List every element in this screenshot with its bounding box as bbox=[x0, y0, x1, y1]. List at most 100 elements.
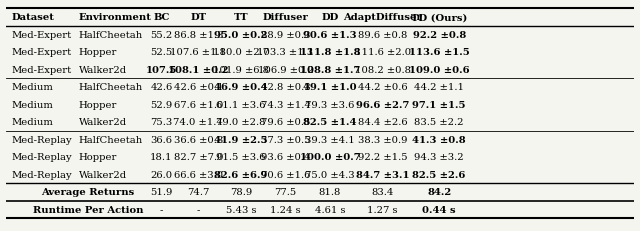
Text: DD: DD bbox=[321, 13, 339, 22]
Text: 42.6 ±0.1: 42.6 ±0.1 bbox=[173, 83, 223, 92]
Text: TD (Ours): TD (Ours) bbox=[411, 13, 467, 22]
Text: 83.5 ±2.2: 83.5 ±2.2 bbox=[415, 118, 464, 127]
Text: 42.8 ±0.3: 42.8 ±0.3 bbox=[260, 83, 310, 92]
Text: 111.6 ±2.0: 111.6 ±2.0 bbox=[355, 48, 411, 57]
Text: 103.3 ±1.3: 103.3 ±1.3 bbox=[257, 48, 314, 57]
Text: Hopper: Hopper bbox=[79, 153, 117, 162]
Text: 92.2 ±1.5: 92.2 ±1.5 bbox=[358, 153, 408, 162]
Text: DT: DT bbox=[190, 13, 206, 22]
Text: 113.6 ±1.5: 113.6 ±1.5 bbox=[409, 48, 470, 57]
Text: 82.6 ±6.9: 82.6 ±6.9 bbox=[214, 170, 268, 179]
Text: 52.9: 52.9 bbox=[150, 100, 172, 109]
Text: 82.5 ±2.6: 82.5 ±2.6 bbox=[413, 170, 466, 179]
Text: Dataset: Dataset bbox=[12, 13, 54, 22]
Text: HalfCheetah: HalfCheetah bbox=[79, 135, 143, 144]
Text: 81.8: 81.8 bbox=[319, 188, 341, 197]
Text: TT: TT bbox=[234, 13, 248, 22]
Text: AdaptDiffuser: AdaptDiffuser bbox=[343, 13, 422, 22]
Text: 74.7: 74.7 bbox=[187, 188, 209, 197]
Text: 82.7 ±7.0: 82.7 ±7.0 bbox=[173, 153, 223, 162]
Text: 1.27 s: 1.27 s bbox=[367, 205, 398, 214]
Text: 36.6 ±0.8: 36.6 ±0.8 bbox=[173, 135, 223, 144]
Text: 79.0 ±2.8: 79.0 ±2.8 bbox=[216, 118, 266, 127]
Text: Diffuser: Diffuser bbox=[262, 13, 308, 22]
Text: 44.2 ±1.1: 44.2 ±1.1 bbox=[414, 83, 464, 92]
Text: 93.6 ±0.4: 93.6 ±0.4 bbox=[260, 153, 310, 162]
Text: 18.1: 18.1 bbox=[150, 153, 173, 162]
Text: Walker2d: Walker2d bbox=[79, 170, 127, 179]
Text: 46.9 ±0.4: 46.9 ±0.4 bbox=[214, 83, 268, 92]
Text: 78.9: 78.9 bbox=[230, 188, 252, 197]
Text: 79.6 ±0.5: 79.6 ±0.5 bbox=[261, 118, 310, 127]
Text: 90.6 ±1.3: 90.6 ±1.3 bbox=[303, 31, 357, 40]
Text: 41.3 ±0.8: 41.3 ±0.8 bbox=[412, 135, 466, 144]
Text: -: - bbox=[196, 205, 200, 214]
Text: 52.5: 52.5 bbox=[150, 48, 172, 57]
Text: Environment: Environment bbox=[79, 13, 152, 22]
Text: 55.2: 55.2 bbox=[150, 31, 172, 40]
Text: 108.2 ±0.8: 108.2 ±0.8 bbox=[355, 66, 411, 75]
Text: Hopper: Hopper bbox=[79, 100, 117, 109]
Text: HalfCheetah: HalfCheetah bbox=[79, 83, 143, 92]
Text: Medium: Medium bbox=[12, 100, 53, 109]
Text: Walker2d: Walker2d bbox=[79, 118, 127, 127]
Text: 97.1 ±1.5: 97.1 ±1.5 bbox=[412, 100, 466, 109]
Text: 100.0 ±0.7: 100.0 ±0.7 bbox=[300, 153, 360, 162]
Text: 96.6 ±2.7: 96.6 ±2.7 bbox=[356, 100, 410, 109]
Text: 82.5 ±1.4: 82.5 ±1.4 bbox=[303, 118, 356, 127]
Text: Hopper: Hopper bbox=[79, 48, 117, 57]
Text: 41.9 ±2.5: 41.9 ±2.5 bbox=[214, 135, 268, 144]
Text: 89.6 ±0.8: 89.6 ±0.8 bbox=[358, 31, 408, 40]
Text: 111.8 ±1.8: 111.8 ±1.8 bbox=[300, 48, 360, 57]
Text: -: - bbox=[159, 205, 163, 214]
Text: Med-Expert: Med-Expert bbox=[12, 66, 72, 75]
Text: 91.5 ±3.6: 91.5 ±3.6 bbox=[216, 153, 266, 162]
Text: 110.0 ±2.7: 110.0 ±2.7 bbox=[213, 48, 269, 57]
Text: 75.3: 75.3 bbox=[150, 118, 172, 127]
Text: Medium: Medium bbox=[12, 118, 53, 127]
Text: 107.6 ±1.8: 107.6 ±1.8 bbox=[170, 48, 227, 57]
Text: 42.6: 42.6 bbox=[150, 83, 172, 92]
Text: 0.44 s: 0.44 s bbox=[422, 205, 456, 214]
Text: 88.9 ±0.3: 88.9 ±0.3 bbox=[260, 31, 310, 40]
Text: Runtime Per Action: Runtime Per Action bbox=[33, 205, 143, 214]
Text: Med-Replay: Med-Replay bbox=[12, 153, 72, 162]
Text: 51.9: 51.9 bbox=[150, 188, 173, 197]
Text: 92.2 ±0.8: 92.2 ±0.8 bbox=[413, 31, 466, 40]
Text: 83.4: 83.4 bbox=[372, 188, 394, 197]
Text: 94.3 ±3.2: 94.3 ±3.2 bbox=[414, 153, 464, 162]
Text: 4.61 s: 4.61 s bbox=[315, 205, 346, 214]
Text: Medium: Medium bbox=[12, 83, 53, 92]
Text: 108.8 ±1.7: 108.8 ±1.7 bbox=[300, 66, 360, 75]
Text: Average Returns: Average Returns bbox=[42, 188, 134, 197]
Text: Med-Expert: Med-Expert bbox=[12, 48, 72, 57]
Text: Med-Replay: Med-Replay bbox=[12, 135, 72, 144]
Text: 107.5: 107.5 bbox=[146, 66, 177, 75]
Text: 79.3 ±3.6: 79.3 ±3.6 bbox=[305, 100, 355, 109]
Text: 67.6 ±1.0: 67.6 ±1.0 bbox=[173, 100, 223, 109]
Text: 66.6 ±3.0: 66.6 ±3.0 bbox=[174, 170, 223, 179]
Text: 61.1 ±3.6: 61.1 ±3.6 bbox=[216, 100, 266, 109]
Text: 5.43 s: 5.43 s bbox=[226, 205, 256, 214]
Text: 49.1 ±1.0: 49.1 ±1.0 bbox=[303, 83, 357, 92]
Text: HalfCheetah: HalfCheetah bbox=[79, 31, 143, 40]
Text: BC: BC bbox=[153, 13, 170, 22]
Text: 108.1 ±0.2: 108.1 ±0.2 bbox=[168, 66, 228, 75]
Text: 86.8 ±1.3: 86.8 ±1.3 bbox=[173, 31, 223, 40]
Text: 77.5: 77.5 bbox=[275, 188, 296, 197]
Text: 36.6: 36.6 bbox=[150, 135, 172, 144]
Text: 74.0 ±1.4: 74.0 ±1.4 bbox=[173, 118, 223, 127]
Text: 109.0 ±0.6: 109.0 ±0.6 bbox=[409, 66, 470, 75]
Text: 37.3 ±0.5: 37.3 ±0.5 bbox=[260, 135, 310, 144]
Text: Walker2d: Walker2d bbox=[79, 66, 127, 75]
Text: 26.0: 26.0 bbox=[150, 170, 172, 179]
Text: 1.24 s: 1.24 s bbox=[270, 205, 301, 214]
Text: Med-Expert: Med-Expert bbox=[12, 31, 72, 40]
Text: 70.6 ±1.6: 70.6 ±1.6 bbox=[261, 170, 310, 179]
Text: 101.9 ±6.8: 101.9 ±6.8 bbox=[213, 66, 269, 75]
Text: 106.9 ±0.2: 106.9 ±0.2 bbox=[257, 66, 314, 75]
Text: 84.2: 84.2 bbox=[427, 188, 451, 197]
Text: 75.0 ±4.3: 75.0 ±4.3 bbox=[305, 170, 355, 179]
Text: 38.3 ±0.9: 38.3 ±0.9 bbox=[358, 135, 408, 144]
Text: Med-Replay: Med-Replay bbox=[12, 170, 72, 179]
